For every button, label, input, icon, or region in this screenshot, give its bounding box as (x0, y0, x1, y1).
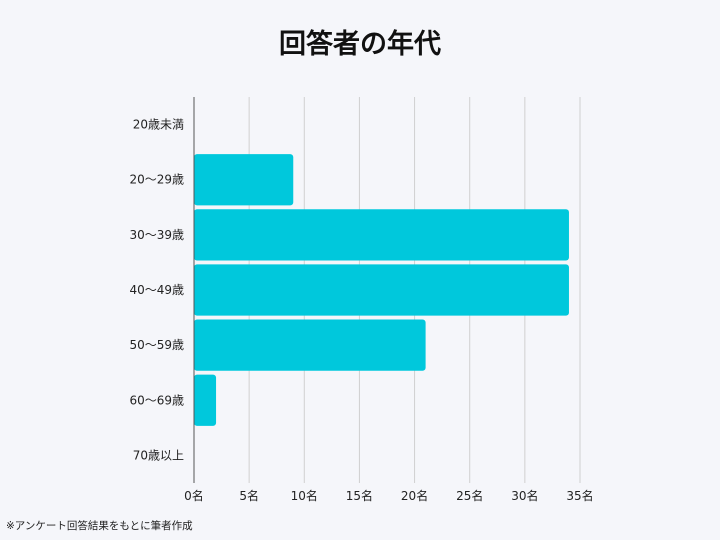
chart-title: 回答者の年代 (279, 29, 441, 60)
x-tick-label: 5名 (239, 488, 259, 503)
y-tick-label: 70歳以上 (133, 448, 184, 462)
x-tick-label: 30名 (511, 488, 538, 503)
bar (194, 154, 294, 206)
y-tick-label: 60～69歳 (129, 393, 184, 407)
y-tick-label: 50～59歳 (129, 338, 184, 352)
bar (194, 319, 426, 371)
source-note: ※アンケート回答結果をもとに筆者作成 (6, 520, 193, 532)
x-tick-label: 10名 (291, 488, 318, 503)
x-tick-label: 20名 (401, 488, 428, 503)
x-tick-label: 15名 (346, 488, 373, 503)
bar (194, 374, 217, 426)
y-tick-label: 20～29歳 (129, 173, 184, 187)
y-tick-label: 40～49歳 (129, 283, 184, 297)
bar (194, 209, 569, 261)
x-tick-label: 0名 (184, 488, 204, 503)
y-tick-label: 30～39歳 (129, 228, 184, 242)
x-tick-label: 25名 (456, 488, 483, 503)
bar (194, 264, 569, 316)
x-tick-label: 35名 (566, 488, 593, 503)
y-tick-label: 20歳未満 (133, 118, 184, 132)
